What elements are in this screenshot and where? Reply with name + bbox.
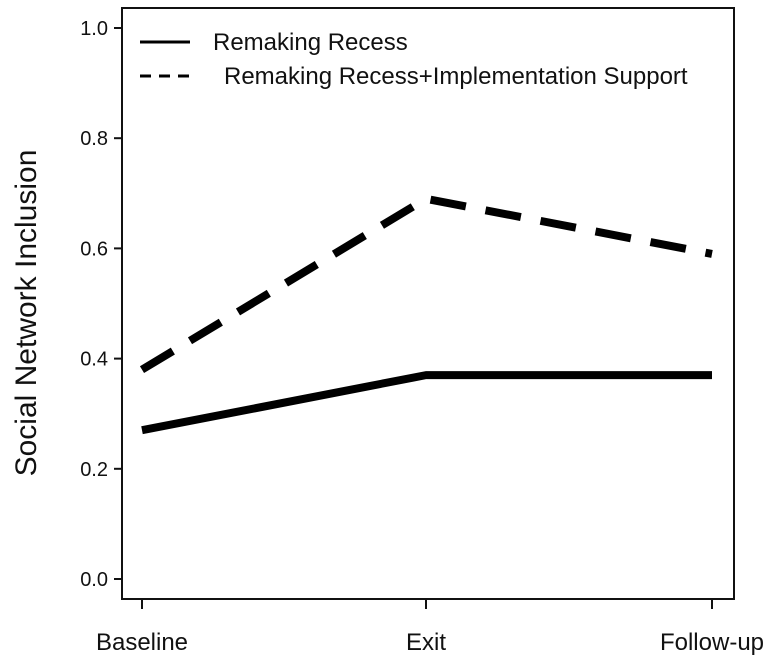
series-line-dashed — [139, 194, 713, 374]
x-tick-label: Exit — [406, 629, 446, 656]
y-tick-label: 0.4 — [80, 349, 108, 371]
legend: Remaking Recess Remaking Recess+Implemen… — [140, 29, 688, 90]
x-tick-label: Baseline — [96, 629, 188, 656]
legend-label-remaking-recess: Remaking Recess — [213, 29, 408, 56]
y-axis: 0.0 0.2 0.4 0.6 0.8 1.0 — [80, 18, 122, 591]
y-tick-label: 1.0 — [80, 18, 108, 40]
legend-label-remaking-recess-implementation-support: Remaking Recess+Implementation Support — [224, 63, 688, 90]
y-tick-label: 0.6 — [80, 238, 108, 260]
x-tick-label: Follow-up — [660, 629, 764, 656]
series-line-solid — [141, 371, 712, 435]
y-axis-title: Social Network Inclusion — [10, 150, 43, 477]
y-tick-label: 0.8 — [80, 128, 108, 150]
plot-frame — [121, 7, 735, 600]
y-tick-label: 0.2 — [80, 459, 108, 481]
y-tick-label: 0.0 — [80, 569, 108, 591]
series-layer — [139, 194, 713, 435]
x-axis: Baseline Exit Follow-up — [96, 599, 764, 656]
